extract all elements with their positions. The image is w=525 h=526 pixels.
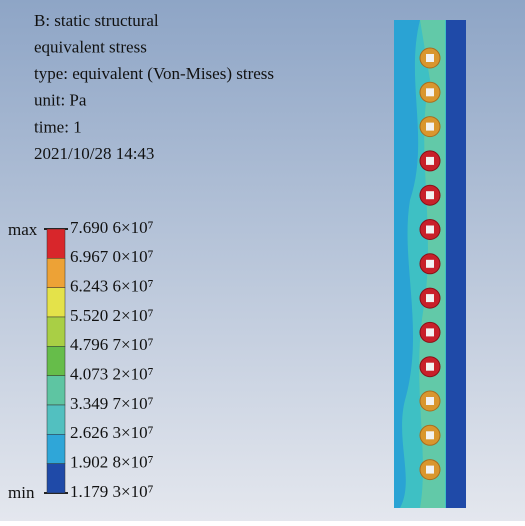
legend-band	[47, 464, 65, 493]
header-line: time: 1	[34, 117, 82, 136]
legend-label: 1.179 3×10⁷	[70, 482, 154, 501]
legend-label: 5.520 2×10⁷	[70, 306, 154, 325]
header-line: type: equivalent (Von-Mises) stress	[34, 64, 274, 83]
legend-band	[47, 288, 65, 317]
legend-label: 4.073 2×10⁷	[70, 365, 154, 384]
legend-band	[47, 376, 65, 405]
header-line: unit: Pa	[34, 91, 87, 110]
edge	[446, 20, 466, 508]
screenshot: B: static structural equivalent stress typ…	[0, 0, 525, 521]
bolt-hole	[426, 294, 434, 302]
legend-band	[47, 346, 65, 375]
legend-label: 1.902 8×10⁷	[70, 453, 154, 472]
bolt-hole	[426, 363, 434, 371]
legend-band	[47, 258, 65, 287]
header-line: 2021/10/28 14:43	[34, 144, 154, 163]
bolt-hole	[426, 431, 434, 439]
header-line: B: static structural	[34, 11, 159, 30]
legend-label: 6.243 6×10⁷	[70, 277, 154, 296]
bolt-hole	[426, 397, 434, 405]
bolt-hole	[426, 226, 434, 234]
legend-band	[47, 434, 65, 463]
bolt-hole	[426, 466, 434, 474]
bolt-hole	[426, 328, 434, 336]
bolt-hole	[426, 260, 434, 268]
bolt-hole	[426, 54, 434, 62]
bolt-hole	[426, 157, 434, 165]
model	[394, 20, 466, 508]
legend-label: 4.796 7×10⁷	[70, 335, 154, 354]
legend-band	[47, 405, 65, 434]
header-line: equivalent stress	[34, 38, 147, 57]
bolt-hole	[426, 88, 434, 96]
legend-band	[47, 229, 65, 258]
legend-label: 3.349 7×10⁷	[70, 394, 154, 413]
bolt-hole	[426, 191, 434, 199]
bolt-hole	[426, 123, 434, 131]
legend-max: max	[8, 220, 38, 239]
legend-label: 2.626 3×10⁷	[70, 423, 154, 442]
legend-label: 7.690 6×10⁷	[70, 218, 154, 237]
legend-band	[47, 317, 65, 346]
legend-label: 6.967 0×10⁷	[70, 247, 154, 266]
legend-min: min	[8, 483, 35, 502]
